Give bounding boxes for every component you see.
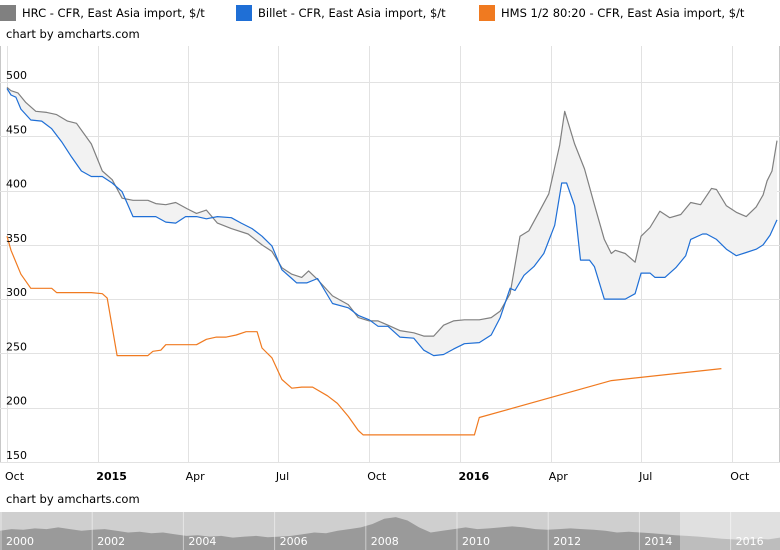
legend-swatch [236,5,252,21]
legend-item[interactable]: HRC - CFR, East Asia import, $/t [0,5,205,21]
hms-line [6,236,722,436]
scrollbar-year-label: 2006 [280,535,308,548]
y-tick-label: 150 [6,449,27,462]
x-tick-label: Oct [5,470,25,483]
scrollbar-credit: chart by amcharts.com [6,492,140,506]
x-tick-label: Jul [638,470,652,483]
y-axis: 500 450 400 350 300 250 200 150 [6,69,27,462]
legend-label: Billet - CFR, East Asia import, $/t [258,6,446,20]
y-tick-label: 450 [6,123,27,136]
series-layer [6,86,778,436]
scrollbar-selected-range[interactable] [680,490,780,550]
x-tick-label: Oct [730,470,750,483]
x-tick-label: Apr [549,470,569,483]
scrollbar-year-label: 2004 [188,535,216,548]
y-tick-label: 500 [6,69,27,82]
legend-swatch [479,5,495,21]
scrollbar-mini-chart [0,517,780,550]
scrollbar-year-label: 2008 [371,535,399,548]
hrc-line [6,86,778,337]
scrollbar-year-label: 2000 [6,535,34,548]
legend-label: HMS 1/2 80:20 - CFR, East Asia import, $… [501,6,745,20]
scrollbar-year-label: 2010 [462,535,490,548]
x-tick-label: 2015 [96,470,127,483]
x-tick-label: Apr [186,470,206,483]
x-tick-label: Jul [275,470,289,483]
legend-item[interactable]: HMS 1/2 80:20 - CFR, East Asia import, $… [479,5,744,21]
x-axis: Oct 2015 Apr Jul Oct 2016 Apr Jul Oct [5,470,750,483]
scrollbar-credit-bg [0,489,147,511]
grid [0,46,780,463]
y-tick-label: 300 [6,286,27,299]
scrollbar[interactable]: chart by amcharts.com 2000 2002 2004 2006 20… [0,489,780,550]
scrollbar-history-area [0,517,780,550]
legend-label: HRC - CFR, East Asia import, $/t [22,6,205,20]
legend: HRC - CFR, East Asia import, $/t Billet -… [0,0,780,26]
scrollbar-year-label: 2002 [97,535,125,548]
scrollbar-year-labels: 2000 2002 2004 2006 2008 2010 2012 2014 2016 [0,512,764,550]
scrollbar-year-label: 2016 [736,535,764,548]
y-tick-label: 350 [6,232,27,245]
x-tick-label: 2016 [459,470,490,483]
scrollbar-year-label: 2014 [644,535,672,548]
legend-swatch [0,5,16,21]
legend-item[interactable]: Billet - CFR, East Asia import, $/t [236,5,446,21]
chart-credit: chart by amcharts.com [6,27,140,41]
y-tick-label: 250 [6,340,27,353]
y-tick-label: 400 [6,178,27,191]
scrollbar-year-label: 2012 [553,535,581,548]
billet-line [6,88,778,357]
x-tick-label: Oct [367,470,387,483]
y-tick-label: 200 [6,395,27,408]
